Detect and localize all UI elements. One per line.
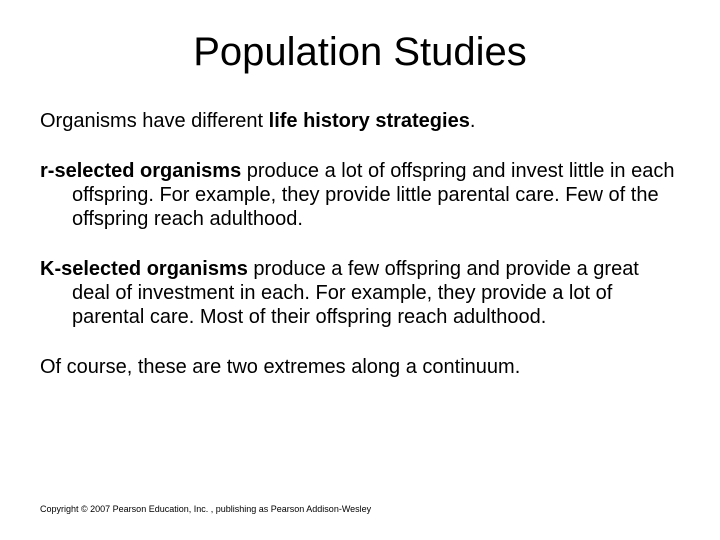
intro-paragraph: Organisms have different life history st… <box>40 109 680 133</box>
slide-title: Population Studies <box>40 30 680 75</box>
r-selected-paragraph: r-selected organisms produce a lot of of… <box>40 159 680 231</box>
k-selected-paragraph: K-selected organisms produce a few offsp… <box>40 257 680 329</box>
slide-body: Organisms have different life history st… <box>40 109 680 379</box>
r-bold: r-selected organisms <box>40 160 241 182</box>
intro-pre: Organisms have different <box>40 110 269 132</box>
k-bold: K-selected organisms <box>40 258 248 280</box>
copyright-text: Copyright © 2007 Pearson Education, Inc.… <box>40 504 371 514</box>
k-line1-rest: produce a few offspring and provide a <box>248 258 588 280</box>
slide-container: Population Studies Organisms have differ… <box>0 0 720 540</box>
r-line1-rest: produce a lot of offspring and invest li… <box>241 160 604 182</box>
intro-bold: life history strategies <box>269 110 470 132</box>
intro-post: . <box>470 110 476 132</box>
closing-paragraph: Of course, these are two extremes along … <box>40 355 680 379</box>
